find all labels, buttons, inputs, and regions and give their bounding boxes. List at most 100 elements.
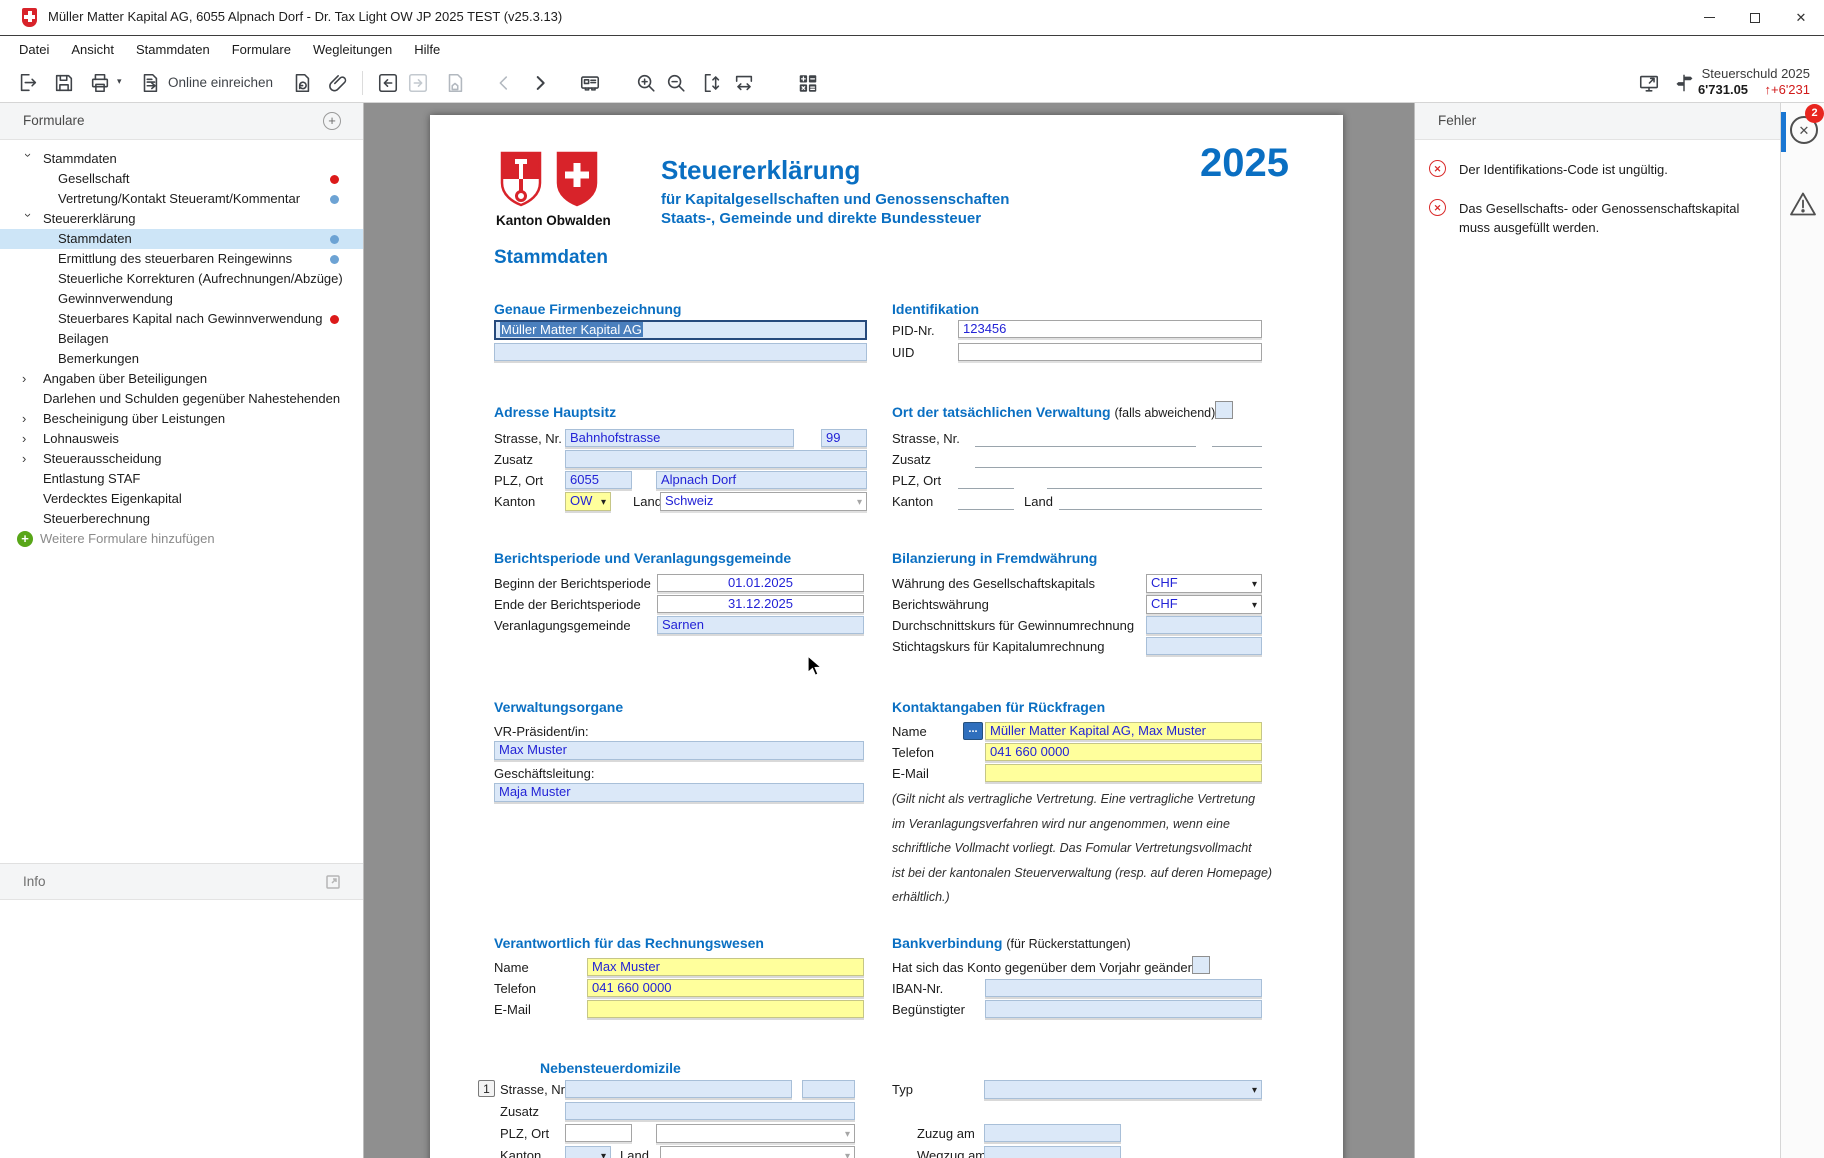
close-button[interactable]: ✕ (1778, 0, 1824, 35)
add-more-forms[interactable]: + Weitere Formulare hinzufügen (0, 529, 363, 549)
kontakt-email-input[interactable] (985, 764, 1262, 782)
verw-land-input[interactable] (1059, 494, 1262, 510)
sidebar-item[interactable]: › Bescheinigung über Leistungen (0, 409, 363, 429)
gl-input[interactable]: Maja Muster (494, 783, 864, 802)
neben-zusatz-input[interactable] (565, 1102, 855, 1120)
fx-avg-input[interactable] (1146, 616, 1262, 634)
sidebar-item[interactable]: Gesellschaft (0, 169, 363, 189)
uid-input[interactable] (958, 343, 1262, 361)
error-item[interactable]: ✕ Der Identifikations-Code ist ungültig. (1429, 160, 1759, 179)
neben-typ-dropdown[interactable]: ▾ (984, 1080, 1262, 1099)
sidebar-item[interactable]: Bemerkungen (0, 349, 363, 369)
fx-date-input[interactable] (1146, 637, 1262, 655)
attachment-icon[interactable] (326, 71, 350, 95)
zoom-in-icon[interactable] (634, 71, 658, 95)
sidebar-item[interactable]: › Steuerausscheidung (0, 449, 363, 469)
sidebar-item[interactable]: Gewinnverwendung (0, 289, 363, 309)
fit-width-icon[interactable] (732, 71, 756, 95)
print-icon[interactable] (88, 71, 112, 95)
next-page-icon[interactable] (528, 71, 552, 95)
sidebar-item[interactable]: Entlastung STAF (0, 469, 363, 489)
calculator-icon[interactable] (796, 71, 820, 95)
menu-item-formulare[interactable]: Formulare (231, 42, 291, 57)
verw-street-no-input[interactable] (1212, 431, 1262, 447)
online-submit-label[interactable]: Online einreichen (168, 75, 274, 90)
refresh-doc-icon[interactable] (290, 71, 314, 95)
neben-land-dropdown[interactable]: ▾ (660, 1146, 855, 1158)
iban-input[interactable] (985, 979, 1262, 997)
menu-item-datei[interactable]: Datei (19, 42, 50, 57)
zusatz-input[interactable] (565, 450, 867, 468)
firm-name-input[interactable]: Müller Matter Kapital AG (494, 320, 867, 340)
period-begin-input[interactable]: 01.01.2025 (657, 574, 864, 592)
chevron-expanded-icon[interactable]: › (21, 213, 36, 218)
menu-item-hilfe[interactable]: Hilfe (414, 42, 441, 57)
rw-email-input[interactable] (587, 1000, 864, 1018)
chevron-collapsed-icon[interactable]: › (22, 371, 27, 386)
gemeinde-input[interactable]: Sarnen (657, 616, 864, 634)
sidebar-item[interactable]: Steuerbares Kapital nach Gewinnverwendun… (0, 309, 363, 329)
add-circle-icon[interactable]: + (323, 112, 341, 130)
street-no-input[interactable]: 99 (821, 429, 867, 447)
sidebar-item[interactable]: Steuerberechnung (0, 509, 363, 529)
chevron-collapsed-icon[interactable]: › (22, 411, 27, 426)
warnings-tab-icon[interactable] (1789, 191, 1817, 222)
neben-wegzug-input[interactable] (984, 1146, 1121, 1158)
ort-input[interactable]: Alpnach Dorf (656, 471, 867, 489)
page-home-icon[interactable] (443, 71, 467, 95)
street-input[interactable]: Bahnhofstrasse (565, 429, 794, 447)
errors-tab-icon[interactable]: ✕ (1790, 116, 1818, 144)
president-input[interactable]: Max Muster (494, 741, 864, 760)
rw-name-input[interactable]: Max Muster (587, 958, 864, 976)
neben-street-no-input[interactable] (802, 1080, 855, 1098)
land-dropdown[interactable]: Schweiz ▾ (660, 492, 867, 511)
sidebar-item[interactable]: Vertretung/Kontakt Steueramt/Kommentar (0, 189, 363, 209)
prev-page-icon[interactable] (492, 71, 516, 95)
rw-tel-input[interactable]: 041 660 0000 (587, 979, 864, 997)
nav-back-icon[interactable] (376, 71, 400, 95)
id-card-icon[interactable] (578, 71, 602, 95)
minimize-button[interactable] (1686, 0, 1732, 35)
chevron-expanded-icon[interactable]: › (21, 153, 36, 158)
bank-changed-checkbox[interactable] (1192, 956, 1210, 974)
kontakt-name-input[interactable]: Müller Matter Kapital AG, Max Muster (985, 722, 1262, 740)
kanton-dropdown[interactable]: OW ▾ (565, 492, 611, 511)
firm-name2-input[interactable] (494, 343, 867, 361)
exit-icon[interactable] (16, 71, 40, 95)
pid-input[interactable]: 123456 (958, 320, 1262, 338)
chevron-collapsed-icon[interactable]: › (22, 431, 27, 446)
sidebar-item[interactable]: › Angaben über Beteiligungen (0, 369, 363, 389)
neben-street-input[interactable] (565, 1080, 792, 1098)
name-picker-button[interactable]: ... (963, 722, 983, 740)
verw-street-input[interactable] (975, 431, 1196, 447)
sidebar-item[interactable]: Darlehen und Schulden gegenüber Nahesteh… (0, 389, 363, 409)
print-dropdown-caret[interactable]: ▾ (117, 76, 122, 86)
neben-ort-dropdown[interactable]: ▾ (656, 1124, 855, 1143)
fx-cap-dropdown[interactable]: CHF ▾ (1146, 574, 1262, 593)
error-item[interactable]: ✕ Das Gesellschafts- oder Genossenschafts… (1429, 199, 1759, 237)
menu-item-stammdaten[interactable]: Stammdaten (136, 42, 210, 57)
sidebar-item[interactable]: › Lohnausweis (0, 429, 363, 449)
nav-forward-icon[interactable] (406, 71, 430, 95)
save-icon[interactable] (52, 71, 76, 95)
verw-kanton-input[interactable] (958, 494, 1014, 510)
sidebar-item[interactable]: › Steuererklärung (0, 209, 363, 229)
plz-input[interactable]: 6055 (565, 471, 632, 489)
sidebar-item[interactable]: Verdecktes Eigenkapital (0, 489, 363, 509)
menu-item-ansicht[interactable]: Ansicht (71, 42, 114, 57)
chevron-collapsed-icon[interactable]: › (22, 451, 27, 466)
sidebar-item[interactable]: Steuerliche Korrekturen (Aufrechnungen/A… (0, 269, 363, 289)
external-monitor-icon[interactable] (1637, 71, 1661, 95)
verw-plz-input[interactable] (958, 473, 1014, 489)
verwaltung-checkbox[interactable] (1215, 401, 1233, 419)
maximize-button[interactable] (1732, 0, 1778, 35)
expand-icon[interactable] (325, 874, 341, 895)
sidebar-item[interactable]: Beilagen (0, 329, 363, 349)
signpost-icon[interactable] (1672, 71, 1696, 95)
sidebar-item[interactable]: › Stammdaten (0, 149, 363, 169)
verw-zusatz-input[interactable] (975, 452, 1262, 468)
neben-zuzug-input[interactable] (984, 1124, 1121, 1142)
sidebar-item[interactable]: Ermittlung des steuerbaren Reingewinns (0, 249, 363, 269)
kontakt-tel-input[interactable]: 041 660 0000 (985, 743, 1262, 761)
menu-item-wegleitungen[interactable]: Wegleitungen (312, 42, 393, 57)
